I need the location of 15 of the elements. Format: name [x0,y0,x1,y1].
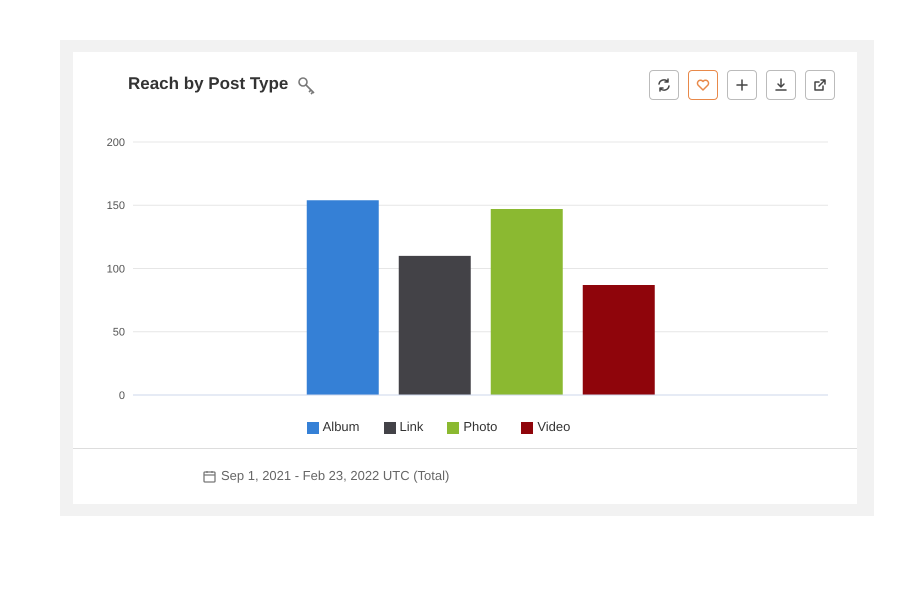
legend-label: Video [537,419,570,434]
chart-title: Reach by Post Type [128,74,288,94]
y-tick-label: 0 [118,390,125,402]
bar [582,284,655,395]
bar [398,256,471,395]
bar [490,209,563,395]
legend-label: Album [322,419,360,434]
legend-label: Link [400,419,424,434]
legend-label: Photo [463,419,498,434]
text: Sep 1, 2021 - Feb 23, 2022 UTC (Total) [221,468,450,483]
y-tick-label: 100 [106,263,125,276]
y-tick-label: 50 [112,326,125,339]
y-tick-label: 150 [106,200,125,212]
bar [306,200,379,395]
y-tick-label: 200 [106,136,125,149]
